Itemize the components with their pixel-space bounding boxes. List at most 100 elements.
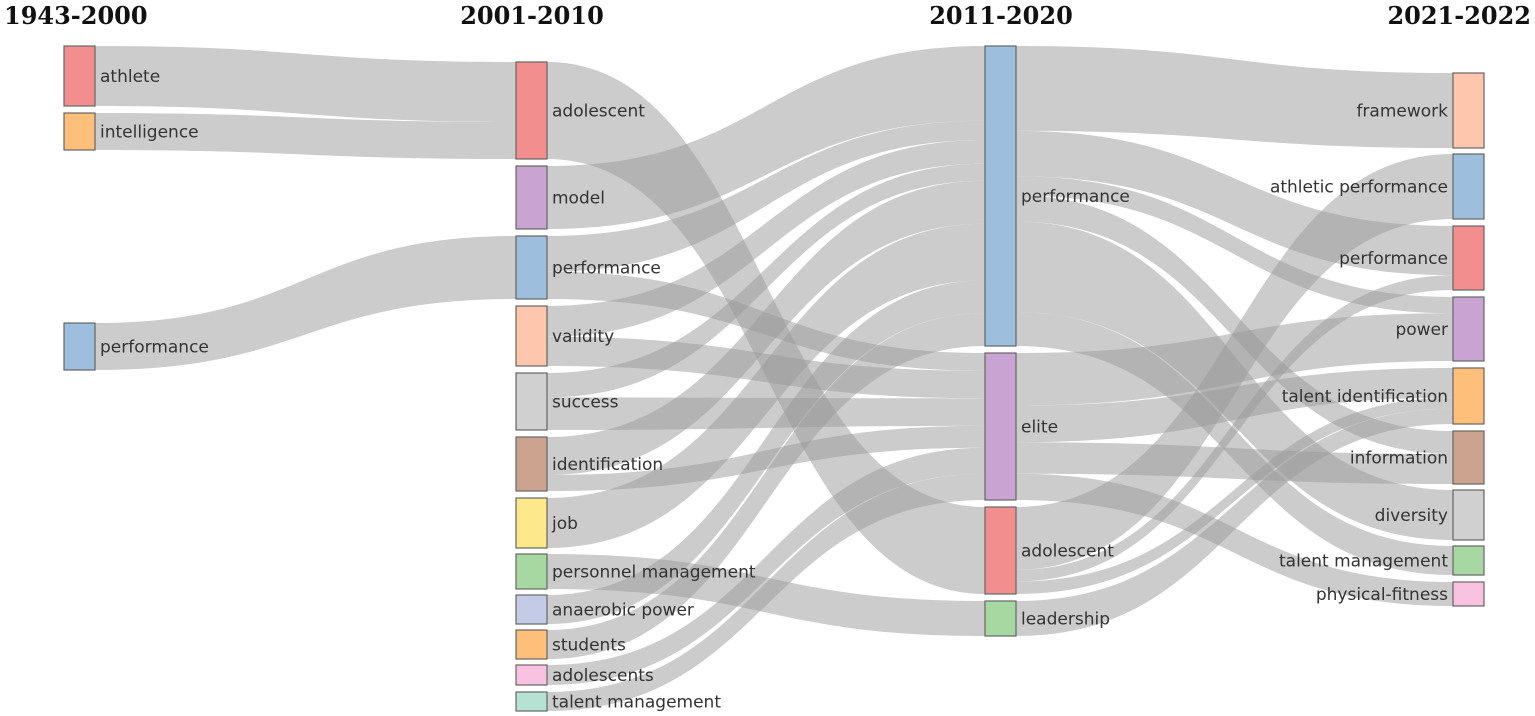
node-c1_job: job bbox=[515, 497, 578, 549]
node-label-c0_performance: performance bbox=[100, 338, 209, 358]
node-bar-c1_validity bbox=[515, 305, 548, 367]
flow-link-c2_adolescent-to-c3_performance bbox=[1016, 275, 1453, 582]
node-label-c3_performance: performance bbox=[1339, 249, 1448, 269]
node-label-c2_adolescent: adolescent bbox=[1021, 542, 1114, 562]
node-c3_information: information bbox=[1350, 430, 1485, 485]
flow-link-c2_performance-to-c3_power bbox=[1016, 176, 1453, 314]
node-label-c3_athletic: athletic performance bbox=[1270, 178, 1448, 198]
node-label-c1_adolescent: adolescent bbox=[552, 102, 645, 122]
node-c1_personnel: personnel management bbox=[515, 553, 756, 590]
node-bar-c1_job bbox=[515, 497, 548, 549]
node-c1_adolescent: adolescent bbox=[515, 61, 645, 160]
node-c1_validity: validity bbox=[515, 305, 614, 367]
node-c3_physical: physical-fitness bbox=[1316, 581, 1485, 607]
node-c3_power: power bbox=[1395, 296, 1485, 362]
node-c0_performance: performance bbox=[63, 322, 209, 371]
column-titles: 1943-2000 2001-2010 2011-2020 2021-2022 bbox=[4, 1, 1531, 30]
flow-link-c1_identification-to-c2_performance bbox=[547, 180, 985, 475]
node-bar-c2_leadership bbox=[984, 600, 1017, 637]
node-c3_talentid: talent identification bbox=[1282, 367, 1485, 425]
flow-link-c1_talentmgmt-to-c2_elite bbox=[547, 473, 985, 711]
node-label-c1_job: job bbox=[551, 514, 578, 534]
node-label-c0_intelligence: intelligence bbox=[100, 123, 199, 143]
flow-link-c0_intelligence-to-c1_adolescent bbox=[95, 113, 516, 159]
flow-link-c1_students-to-c2_performance bbox=[547, 313, 985, 659]
node-bar-c1_adolescent bbox=[515, 61, 548, 160]
node-bar-c3_athletic bbox=[1452, 153, 1485, 220]
node-label-c3_talentid: talent identification bbox=[1282, 387, 1448, 407]
flow-link-c1_success-to-c2_performance bbox=[547, 163, 985, 398]
node-label-c0_athlete: athlete bbox=[100, 67, 160, 87]
node-c0_intelligence: intelligence bbox=[63, 112, 199, 151]
node-bar-c3_talentmgmt bbox=[1452, 545, 1485, 576]
node-bar-c0_intelligence bbox=[63, 112, 96, 151]
node-bar-c1_adolescents bbox=[515, 664, 548, 686]
node-bar-c1_model bbox=[515, 165, 548, 230]
node-bar-c2_elite bbox=[984, 352, 1017, 501]
flow-link-c1_adolescents-to-c2_elite bbox=[547, 447, 985, 685]
node-label-c1_anaerobic: anaerobic power bbox=[552, 601, 694, 621]
node-bar-c1_success bbox=[515, 372, 548, 431]
node-label-c1_validity: validity bbox=[552, 327, 614, 347]
column-title-2: 2011-2020 bbox=[929, 1, 1073, 30]
node-bar-c3_framework bbox=[1452, 72, 1485, 149]
node-bar-c3_physical bbox=[1452, 581, 1485, 607]
node-c1_anaerobic: anaerobic power bbox=[515, 594, 694, 625]
node-bar-c3_performance bbox=[1452, 225, 1485, 291]
node-bar-c1_anaerobic bbox=[515, 594, 548, 625]
node-label-c3_physical: physical-fitness bbox=[1316, 585, 1448, 605]
node-bar-c1_personnel bbox=[515, 553, 548, 590]
node-label-c1_students: students bbox=[552, 636, 626, 656]
node-label-c3_framework: framework bbox=[1356, 102, 1448, 122]
node-bar-c3_power bbox=[1452, 296, 1485, 362]
node-c2_performance: performance bbox=[984, 45, 1130, 347]
node-bar-c1_performance bbox=[515, 235, 548, 300]
node-label-c1_model: model bbox=[552, 189, 605, 209]
flow-link-c1_anaerobic-to-c2_performance bbox=[547, 280, 985, 624]
flow-links bbox=[95, 46, 1453, 711]
flow-nodes: athlete intelligence performance adolescent… bbox=[63, 45, 1485, 713]
flow-link-c1_model-to-c2_performance bbox=[547, 46, 985, 229]
node-bar-c2_adolescent bbox=[984, 506, 1017, 595]
node-label-c2_performance: performance bbox=[1021, 187, 1130, 207]
flow-link-c1_performance-to-c2_performance bbox=[547, 120, 985, 272]
node-c2_adolescent: adolescent bbox=[984, 506, 1114, 595]
node-c3_talentmgmt: talent management bbox=[1279, 545, 1485, 576]
node-c3_diversity: diversity bbox=[1375, 489, 1485, 541]
node-bar-c3_information bbox=[1452, 430, 1485, 485]
node-bar-c0_performance bbox=[63, 322, 96, 371]
node-c2_elite: elite bbox=[984, 352, 1058, 501]
node-c1_talentmgmt: talent management bbox=[515, 691, 721, 713]
flow-link-c2_adolescent-to-c3_athletic bbox=[1016, 154, 1453, 570]
node-c1_performance: performance bbox=[515, 235, 661, 300]
node-label-c3_diversity: diversity bbox=[1375, 506, 1448, 526]
node-c1_adolescents: adolescents bbox=[515, 664, 654, 686]
flow-link-c2_adolescent-to-c3_talentid bbox=[1016, 397, 1453, 594]
node-label-c1_adolescents: adolescents bbox=[552, 666, 654, 686]
column-title-3: 2021-2022 bbox=[1387, 1, 1531, 30]
node-bar-c1_identification bbox=[515, 436, 548, 492]
node-c3_performance: performance bbox=[1339, 225, 1485, 291]
column-title-1: 2001-2010 bbox=[460, 1, 604, 30]
flow-link-c2_performance-to-c3_framework bbox=[1016, 46, 1453, 148]
node-label-c2_leadership: leadership bbox=[1021, 610, 1110, 630]
node-bar-c3_diversity bbox=[1452, 489, 1485, 541]
node-label-c1_talentmgmt: talent management bbox=[552, 693, 721, 713]
node-c1_success: success bbox=[515, 372, 619, 431]
node-bar-c1_students bbox=[515, 629, 548, 660]
flow-link-c0_athlete-to-c1_adolescent bbox=[95, 46, 516, 122]
flow-link-c2_leadership-to-c3_talentid bbox=[1016, 408, 1453, 636]
node-label-c3_power: power bbox=[1395, 320, 1448, 340]
node-c1_identification: identification bbox=[515, 436, 663, 492]
node-label-c3_information: information bbox=[1350, 449, 1448, 469]
node-label-c2_elite: elite bbox=[1021, 418, 1058, 438]
node-label-c3_talentmgmt: talent management bbox=[1279, 552, 1448, 572]
flow-link-c2_performance-to-c3_information bbox=[1016, 195, 1453, 454]
node-label-c1_performance: performance bbox=[552, 259, 661, 279]
node-c3_athletic: athletic performance bbox=[1270, 153, 1485, 220]
node-label-c1_success: success bbox=[552, 393, 619, 413]
node-c1_students: students bbox=[515, 629, 626, 660]
node-bar-c1_talentmgmt bbox=[515, 691, 548, 712]
flow-link-c1_validity-to-c2_performance bbox=[547, 139, 985, 337]
